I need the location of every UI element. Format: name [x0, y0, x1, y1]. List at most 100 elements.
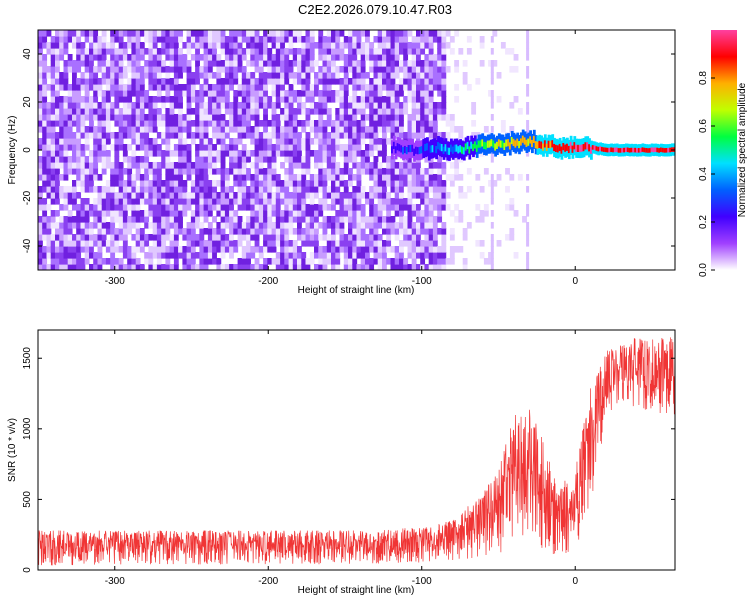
spectrogram-cell — [127, 102, 133, 109]
spectrogram-cell — [335, 138, 341, 145]
spectrogram-cell — [382, 48, 387, 55]
spectrogram-cell — [490, 258, 494, 265]
spectrogram-cell — [399, 210, 404, 217]
spectrogram-cell — [526, 72, 530, 79]
spectrogram-cell — [72, 90, 77, 97]
spectrogram-cell — [254, 30, 260, 37]
spectrogram-cell — [122, 132, 128, 139]
spectrogram-cell — [471, 102, 477, 109]
spectrogram-cell — [373, 72, 379, 79]
spectrogram-cell — [322, 222, 328, 229]
spectrogram-cell — [360, 54, 366, 61]
spectrogram-cell — [428, 132, 434, 139]
spectrogram-cell — [127, 186, 133, 193]
spectrogram-cell — [466, 186, 472, 193]
spectrogram-cell — [449, 228, 455, 235]
spectrogram-cell — [411, 132, 417, 139]
spectrogram-cell — [526, 234, 530, 241]
spectrogram-cell — [377, 66, 383, 73]
spectrogram-cell — [216, 228, 222, 235]
spectrogram-cell — [297, 192, 302, 199]
spectrogram-cell — [246, 102, 251, 109]
spectrogram-cell — [190, 30, 196, 37]
spectrogram-cell — [428, 108, 434, 115]
spectrogram-cell — [305, 120, 311, 127]
spectrogram-cell — [38, 96, 43, 103]
spectrogram-cell — [72, 168, 77, 175]
spectrogram-cell — [445, 114, 451, 121]
spectrogram-cell — [139, 42, 145, 49]
spectrogram-cell — [280, 144, 285, 151]
spectrogram-cell — [437, 48, 443, 55]
spectrogram-cell — [169, 102, 175, 109]
signal-cell — [396, 143, 400, 151]
spectrogram-cell — [267, 156, 273, 163]
spectrogram-cell — [67, 246, 73, 253]
spectrogram-cell — [479, 210, 485, 217]
spectrogram-cell — [411, 108, 417, 115]
spectrogram-cell — [424, 72, 430, 79]
spectrogram-cell — [292, 192, 298, 199]
spectrogram-cell — [292, 126, 298, 133]
spectrogram-cell — [437, 84, 443, 91]
spectrogram-cell — [369, 132, 375, 139]
spectrogram-cell — [399, 216, 404, 223]
spectrogram-cell — [288, 174, 294, 181]
spectrogram-cell — [399, 162, 404, 169]
spectrogram-cell — [203, 156, 209, 163]
spectrogram-cell — [131, 126, 137, 133]
spectrogram-cell — [50, 42, 56, 49]
spectrogram-cell — [288, 228, 294, 235]
spectrogram-cell — [390, 114, 396, 121]
spectrogram-cell — [424, 210, 430, 217]
spectrogram-cell — [207, 168, 213, 175]
spectrogram-cell — [263, 30, 268, 37]
spectrogram-cell — [207, 138, 213, 145]
spectrogram-cell — [135, 240, 141, 247]
spectrogram-cell — [203, 138, 209, 145]
spectrogram-cell — [382, 252, 387, 259]
spectrogram-cell — [437, 180, 443, 187]
spectrogram-cell — [390, 102, 396, 109]
spectrogram-cell — [199, 222, 205, 229]
spectrogram-cell — [420, 210, 426, 217]
spectrogram-cell — [131, 42, 137, 49]
spectrogram-cell — [55, 132, 60, 139]
spectrogram-cell — [254, 66, 260, 73]
spectrogram-cell — [297, 216, 302, 223]
spectrogram-cell — [144, 144, 150, 151]
spectrogram-cell — [326, 96, 332, 103]
spectrogram-cell — [42, 54, 48, 61]
spectrogram-cell — [67, 168, 73, 175]
spectrogram-cell — [246, 258, 251, 265]
spectrogram-cell — [297, 222, 302, 229]
spectrogram-cell — [229, 234, 234, 241]
spectrogram-cell — [441, 66, 447, 73]
spectrogram-cell — [241, 168, 247, 175]
spectrogram-cell — [250, 174, 256, 181]
spectrogram-cell — [152, 168, 158, 175]
spectrogram-cell — [105, 162, 111, 169]
spectrogram-cell — [46, 168, 52, 175]
spectrogram-cell — [63, 240, 69, 247]
spectrogram-cell — [356, 204, 362, 211]
signal-cell — [660, 147, 663, 153]
spectrogram-cell — [309, 150, 315, 157]
spectrogram-cell — [263, 114, 268, 121]
spectrogram-cell — [373, 186, 379, 193]
spectrogram-cell — [318, 150, 324, 157]
spectrogram-cell — [114, 96, 120, 103]
spectrogram-cell — [275, 72, 281, 79]
spectrogram-cell — [526, 228, 530, 235]
spectrogram-cell — [263, 84, 268, 91]
spectrogram-cell — [195, 126, 200, 133]
spectrogram-cell — [441, 258, 447, 265]
spectrogram-cell — [428, 120, 434, 127]
spectrogram-cell — [186, 96, 192, 103]
spectrogram-cell — [394, 252, 400, 259]
spectrogram-cell — [331, 150, 336, 157]
spectrogram-cell — [190, 120, 196, 127]
spectrogram-cell — [127, 30, 133, 37]
spectrogram-cell — [382, 108, 387, 115]
spectrogram-cell — [97, 138, 103, 145]
